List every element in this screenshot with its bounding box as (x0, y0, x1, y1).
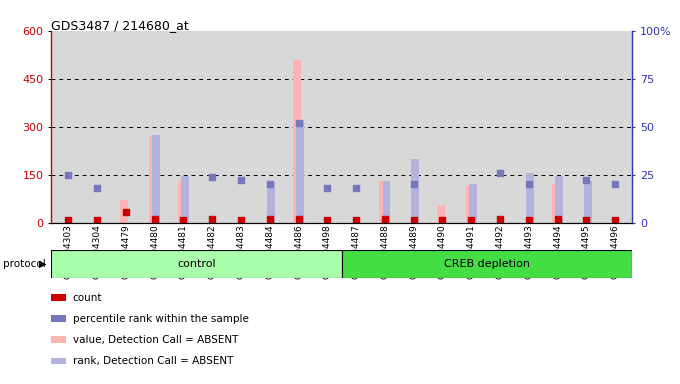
Point (494, 216, 505, 222)
Text: rank, Detection Call = ABSENT: rank, Detection Call = ABSENT (73, 356, 233, 366)
Point (293, 216, 304, 222)
Text: ▶: ▶ (39, 259, 47, 269)
Point (149, 216, 160, 222)
Bar (293, 60, 301, 223)
Point (178, 217, 189, 223)
Point (235, 217, 246, 223)
Point (524, 181, 534, 187)
Point (379, 216, 390, 222)
Bar (341, 250, 632, 278)
Bar (556, 176, 563, 223)
Bar (120, 200, 128, 223)
Bar (152, 135, 160, 223)
Bar (383, 181, 390, 223)
Text: GDS3487 / 214680_at: GDS3487 / 214680_at (51, 19, 189, 32)
Bar (296, 120, 304, 223)
Point (408, 181, 419, 187)
Point (63, 172, 73, 178)
Bar (437, 205, 445, 223)
Bar (411, 159, 419, 223)
Point (494, 170, 505, 176)
Point (466, 217, 477, 223)
Bar (584, 181, 592, 223)
Bar (469, 184, 477, 223)
Point (92, 217, 103, 223)
Point (408, 217, 419, 223)
Bar (178, 181, 186, 223)
Point (610, 181, 621, 187)
Text: percentile rank within the sample: percentile rank within the sample (73, 314, 249, 324)
Text: control: control (177, 259, 216, 269)
Point (207, 174, 218, 180)
Point (235, 177, 246, 184)
Point (524, 217, 534, 223)
Bar (552, 184, 560, 223)
Bar (149, 136, 157, 223)
Point (552, 216, 563, 222)
Bar (267, 183, 275, 223)
Point (351, 185, 362, 191)
Text: protocol: protocol (3, 259, 46, 269)
Bar (51, 250, 341, 278)
Point (293, 120, 304, 126)
Point (322, 217, 333, 223)
Point (351, 217, 362, 223)
Text: count: count (73, 293, 102, 303)
Text: value, Detection Call = ABSENT: value, Detection Call = ABSENT (73, 335, 238, 345)
Point (92, 185, 103, 191)
Bar (379, 181, 387, 223)
Point (581, 177, 592, 184)
Point (120, 209, 131, 215)
Bar (526, 173, 534, 223)
Point (265, 181, 275, 187)
Point (581, 217, 592, 223)
Point (322, 185, 333, 191)
Text: CREB depletion: CREB depletion (444, 259, 530, 269)
Bar (181, 176, 189, 223)
Point (265, 216, 275, 222)
Bar (466, 186, 473, 223)
Point (437, 217, 448, 223)
Point (207, 216, 218, 222)
Point (610, 217, 621, 223)
Point (63, 217, 73, 223)
